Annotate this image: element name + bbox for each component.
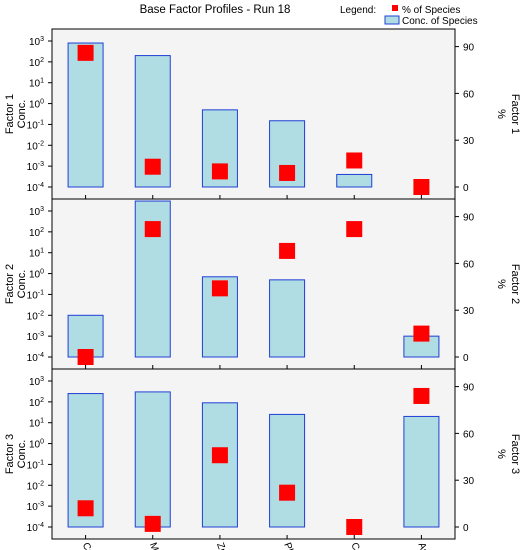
- pct-marker-zn: [211, 447, 228, 464]
- right-tick-label: 60: [463, 259, 475, 270]
- conc-bar-pb: [269, 279, 306, 358]
- conc-bar-as: [403, 415, 440, 528]
- left-tick-label: 10-4: [27, 522, 44, 534]
- left-tick-label: 10-3: [27, 161, 44, 173]
- conc-bar-pb: [269, 413, 306, 528]
- conc-bar-cd: [336, 173, 373, 188]
- left-tick-label: 10-3: [27, 331, 44, 343]
- right-tick-label: 90: [463, 383, 475, 394]
- pct-marker-cr: [77, 44, 94, 61]
- left-tick-label: 102: [29, 397, 44, 409]
- legend-label: Legend:: [340, 5, 376, 16]
- left-tick-label: 10-1: [27, 119, 44, 131]
- legend-pct-label: % of Species: [402, 5, 460, 16]
- right-tick-label: 0: [463, 353, 469, 364]
- left-tick-label: 103: [29, 376, 44, 388]
- panel-frame: [51, 28, 456, 200]
- right-axis-subtitle: %: [495, 279, 507, 289]
- category-label-pb: Pb: [281, 541, 296, 550]
- pct-marker-cd: [346, 221, 363, 238]
- left-tick-label: 10-4: [27, 352, 44, 364]
- left-tick-label: 101: [29, 248, 44, 260]
- chart-title: Base Factor Profiles - Run 18: [140, 4, 291, 16]
- pct-marker-mn: [144, 515, 161, 532]
- left-tick-label: 10-2: [27, 310, 44, 322]
- left-axis-subtitle: Conc.: [16, 270, 28, 299]
- left-tick-label: 102: [29, 57, 44, 69]
- conc-bar-cr: [67, 42, 104, 188]
- left-tick-label: 10-4: [27, 182, 44, 194]
- left-tick-label: 10-2: [27, 140, 44, 152]
- factor-panel-1: 103 102 101 100 10-1 10-2 10-3 10-4 0 30 60 90 Facto…: [4, 28, 521, 200]
- category-label-cd: Cd: [348, 541, 363, 550]
- left-tick-label: 100: [29, 269, 44, 281]
- pct-marker-as: [413, 387, 430, 404]
- right-tick-label: 90: [463, 213, 475, 224]
- conc-bar-zn: [201, 402, 238, 528]
- right-tick-label: 30: [463, 136, 475, 147]
- pct-marker-as: [413, 325, 430, 342]
- pct-marker-mn: [144, 221, 161, 238]
- right-axis-subtitle: %: [495, 109, 507, 119]
- pct-marker-cd: [346, 152, 363, 169]
- legend-conc-label: Conc. of Species: [402, 16, 478, 27]
- right-axis-subtitle: %: [495, 449, 507, 459]
- right-axis-title: Factor 2: [509, 264, 521, 304]
- factor-panel-2: 103 102 101 100 10-1 10-2 10-3 10-4 0 30 60 90 Facto…: [4, 198, 521, 370]
- panel-frame: [51, 368, 456, 540]
- left-tick-label: 10-1: [27, 289, 44, 301]
- pct-marker-as: [413, 179, 430, 195]
- legend-pct-swatch: [392, 5, 398, 11]
- legend-conc-swatch: [384, 15, 400, 25]
- right-axis-title: Factor 3: [509, 434, 521, 474]
- right-tick-label: 0: [463, 183, 469, 194]
- pct-marker-cr: [77, 500, 94, 517]
- left-axis-title: Factor 1: [4, 94, 16, 134]
- right-tick-label: 0: [463, 523, 469, 534]
- category-label-as: As: [416, 541, 430, 550]
- left-tick-label: 10-1: [27, 459, 44, 471]
- left-axis-subtitle: Conc.: [16, 100, 28, 129]
- left-axis-subtitle: Conc.: [16, 440, 28, 469]
- left-tick-label: 101: [29, 78, 44, 90]
- panel-frame: [51, 198, 456, 370]
- pct-marker-mn: [144, 158, 161, 175]
- left-tick-label: 103: [29, 206, 44, 218]
- conc-bar-mn: [134, 391, 171, 528]
- left-tick-label: 10-3: [27, 501, 44, 513]
- right-tick-label: 90: [463, 43, 475, 54]
- pct-marker-cr: [77, 349, 94, 365]
- right-tick-label: 30: [463, 476, 475, 487]
- pct-marker-cd: [346, 519, 363, 535]
- pct-marker-zn: [211, 280, 228, 297]
- right-tick-label: 30: [463, 306, 475, 317]
- category-label-mn: Mn: [147, 541, 162, 550]
- left-tick-label: 101: [29, 418, 44, 430]
- pct-marker-pb: [279, 484, 296, 501]
- right-axis-title: Factor 1: [509, 94, 521, 134]
- factor-panel-3: 103 102 101 100 10-1 10-2 10-3 10-4 0 30 60 90 Facto…: [4, 368, 521, 540]
- left-tick-label: 103: [29, 36, 44, 48]
- right-tick-label: 60: [463, 429, 475, 440]
- left-tick-label: 10-2: [27, 480, 44, 492]
- category-label-zn: Zn: [214, 541, 228, 550]
- legend: Legend: % of Species Conc. of Species: [340, 5, 478, 27]
- left-tick-label: 102: [29, 227, 44, 239]
- category-label-cr: Cr: [80, 541, 94, 550]
- pct-marker-pb: [279, 242, 296, 259]
- left-axis-title: Factor 3: [4, 434, 16, 474]
- left-tick-label: 100: [29, 99, 44, 111]
- left-axis-title: Factor 2: [4, 264, 16, 304]
- pct-marker-zn: [211, 163, 228, 180]
- right-tick-label: 60: [463, 89, 475, 100]
- left-tick-label: 100: [29, 439, 44, 451]
- pct-marker-pb: [279, 164, 296, 181]
